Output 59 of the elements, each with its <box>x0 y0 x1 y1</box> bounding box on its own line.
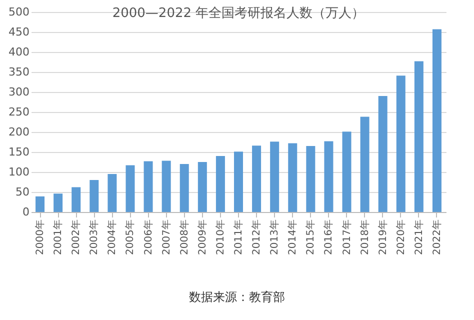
y-tick-label: 450 <box>8 26 30 38</box>
y-tick-label: 250 <box>8 106 30 118</box>
x-tick-label: 2013年 <box>268 220 281 255</box>
y-tick-label: 500 <box>8 6 30 18</box>
x-tick-label: 2019年 <box>376 220 389 255</box>
x-tick-label: 2022年 <box>430 220 443 255</box>
x-tick-label: 2005年 <box>124 220 136 255</box>
x-tick-label: 2012年 <box>250 220 263 255</box>
x-tick-label: 2018年 <box>358 220 371 255</box>
bar <box>360 116 370 212</box>
x-tick-label: 2001年 <box>52 220 64 255</box>
x-tick-label: 2010年 <box>214 220 226 255</box>
x-tick-label: 2014年 <box>286 220 299 255</box>
x-tick-label: 2016年 <box>322 220 335 255</box>
bar <box>108 174 117 212</box>
x-tick-label: 2015年 <box>304 220 317 255</box>
bar <box>216 156 225 212</box>
y-tick-label: 350 <box>8 66 30 78</box>
chart-title: 2000—2022 年全国考研报名人数（万人） <box>112 6 365 21</box>
bar <box>342 132 352 212</box>
y-tick-label: 300 <box>8 86 30 98</box>
bar <box>72 187 81 212</box>
bar <box>126 165 135 212</box>
bar <box>162 160 171 212</box>
bar <box>180 164 189 212</box>
x-tick-label: 2009年 <box>196 220 208 255</box>
y-tick-label: 0 <box>22 206 30 218</box>
x-tick-label: 2021年 <box>412 220 425 255</box>
y-tick-label: 100 <box>8 166 30 178</box>
bar <box>36 196 45 212</box>
source-note: 数据来源：教育部 <box>188 289 286 306</box>
bar <box>378 96 388 212</box>
y-tick-label: 50 <box>16 186 30 198</box>
bar <box>414 61 424 212</box>
bar <box>270 142 280 212</box>
bar <box>90 180 99 212</box>
x-tick-label: 2006年 <box>142 220 154 255</box>
x-tick-label: 2002年 <box>70 220 82 255</box>
bar <box>432 29 442 212</box>
bar <box>234 152 243 212</box>
y-tick-label: 200 <box>8 126 30 138</box>
x-tick-label: 2007年 <box>160 220 172 255</box>
y-tick-label: 150 <box>8 146 30 158</box>
x-tick-label: 2003年 <box>88 220 100 255</box>
x-tick-label: 2020年 <box>394 220 407 255</box>
x-tick-label: 2011年 <box>232 220 244 255</box>
bar <box>288 143 298 212</box>
bar <box>324 141 334 212</box>
bar <box>198 162 207 212</box>
bar <box>54 194 63 212</box>
x-tick-label: 2004年 <box>106 220 118 255</box>
bar <box>144 161 153 212</box>
bar <box>396 76 406 212</box>
x-tick-label: 2008年 <box>178 220 190 255</box>
x-tick-label: 2000年 <box>34 220 46 255</box>
bar <box>252 146 262 212</box>
x-tick-label: 2017年 <box>340 220 353 255</box>
bar <box>306 146 316 212</box>
y-tick-label: 400 <box>8 46 30 58</box>
